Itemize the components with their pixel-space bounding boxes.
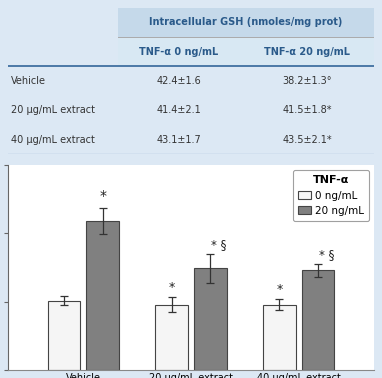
Text: TNF-α 20 ng/mL: TNF-α 20 ng/mL — [264, 46, 350, 57]
FancyBboxPatch shape — [118, 37, 374, 66]
Text: Vehicle: Vehicle — [11, 76, 46, 86]
Text: Intracellular GSH (nmoles/mg prot): Intracellular GSH (nmoles/mg prot) — [149, 17, 343, 27]
Text: 43.1±1.7: 43.1±1.7 — [157, 135, 201, 145]
Text: *: * — [99, 189, 106, 203]
Bar — [302, 270, 335, 370]
Text: 43.5±2.1*: 43.5±2.1* — [283, 135, 332, 145]
Text: 42.4±1.6: 42.4±1.6 — [157, 76, 201, 86]
Text: 41.5±1.8*: 41.5±1.8* — [283, 105, 332, 115]
Text: * §: * § — [319, 248, 335, 261]
Bar — [263, 305, 296, 370]
Text: TNF-α 0 ng/mL: TNF-α 0 ng/mL — [139, 46, 219, 57]
Text: 41.4±2.1: 41.4±2.1 — [157, 105, 201, 115]
Bar — [86, 221, 119, 370]
FancyBboxPatch shape — [118, 8, 374, 37]
Bar — [194, 268, 227, 370]
Text: 38.2±1.3°: 38.2±1.3° — [283, 76, 332, 86]
Text: *: * — [168, 281, 175, 294]
Text: 20 µg/mL extract: 20 µg/mL extract — [11, 105, 95, 115]
Text: 40 µg/mL extract: 40 µg/mL extract — [11, 135, 95, 145]
Text: * §: * § — [211, 238, 227, 251]
Legend: 0 ng/mL, 20 ng/mL: 0 ng/mL, 20 ng/mL — [293, 170, 369, 221]
Bar — [155, 305, 188, 370]
Text: *: * — [276, 283, 283, 296]
Bar — [47, 301, 80, 370]
